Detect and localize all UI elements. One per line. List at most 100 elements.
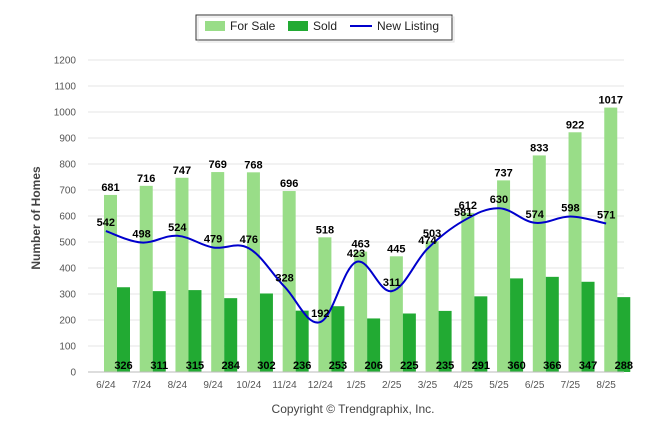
y-tick-label: 1000	[54, 108, 77, 119]
for-sale-data-label: 503	[423, 228, 441, 240]
for-sale-data-label: 716	[137, 173, 155, 185]
sold-data-label: 235	[436, 360, 454, 372]
for-sale-data-label: 833	[530, 142, 548, 154]
x-tick-label: 6/25	[525, 380, 545, 391]
for-sale-data-label: 681	[101, 182, 119, 194]
new-listing-data-label: 479	[204, 233, 222, 245]
sold-data-label: 288	[615, 360, 633, 372]
new-listing-data-label: 581	[454, 207, 472, 219]
sold-bar	[617, 297, 631, 372]
x-tick-label: 11/24	[272, 380, 297, 391]
for-sale-bar	[568, 132, 582, 372]
for-sale-bar	[497, 180, 511, 372]
new-listing-data-label: 574	[525, 209, 544, 221]
new-listing-data-labels: 542 498 524 479 476 328 192 423 311 474 581 630 574 5…	[97, 194, 616, 320]
x-tick-label: 2/25	[382, 380, 402, 391]
new-listing-data-label: 476	[240, 234, 258, 246]
for-sale-bar	[532, 155, 546, 372]
for-sale-bar	[461, 212, 475, 372]
for-sale-data-label: 696	[280, 178, 298, 190]
for-sale-bar	[425, 241, 439, 372]
x-tick-label: 12/24	[308, 380, 333, 391]
sold-bar	[510, 278, 524, 372]
legend-label-for-sale: For Sale	[230, 19, 276, 33]
legend: For Sale Sold New Listing	[195, 14, 455, 43]
x-tick-label: 4/25	[453, 380, 473, 391]
x-tick-label: 5/25	[489, 380, 509, 391]
y-tick-label: 700	[59, 186, 76, 197]
sold-bar	[545, 276, 559, 372]
sold-data-label: 302	[257, 360, 275, 372]
new-listing-data-label: 542	[97, 217, 115, 229]
new-listing-data-label: 598	[561, 203, 579, 215]
for-sale-data-label: 612	[459, 200, 477, 212]
y-tick-label: 1100	[54, 82, 76, 93]
sold-bar	[474, 296, 488, 372]
new-listing-data-label: 311	[383, 277, 401, 289]
sold-bar	[152, 291, 166, 372]
sold-bar	[331, 306, 345, 372]
legend-label-new-listing: New Listing	[377, 19, 439, 33]
sold-data-label: 206	[364, 360, 382, 372]
sold-data-label: 253	[329, 360, 347, 372]
sold-bar	[438, 310, 452, 372]
for-sale-data-label: 769	[209, 159, 227, 171]
sold-data-label: 326	[114, 360, 132, 372]
y-tick-label: 1200	[54, 56, 77, 67]
sold-data-label: 360	[507, 360, 525, 372]
for-sale-data-label: 747	[173, 165, 191, 177]
for-sale-bars	[104, 107, 618, 372]
x-tick-label: 10/24	[236, 380, 261, 391]
x-tick-label: 1/25	[346, 380, 366, 391]
sold-data-label: 347	[579, 360, 597, 372]
for-sale-data-label: 737	[494, 167, 512, 179]
legend-swatch-for-sale	[205, 21, 225, 31]
y-tick-label: 900	[59, 134, 76, 145]
for-sale-bar	[211, 172, 225, 372]
x-tick-label: 8/25	[596, 380, 616, 391]
x-tick-label: 8/24	[168, 380, 188, 391]
new-listing-data-label: 498	[132, 229, 150, 241]
for-sale-bar	[389, 256, 403, 372]
sold-bar	[188, 290, 202, 372]
sold-data-label: 291	[472, 360, 490, 372]
y-axis-label: Number of Homes	[29, 166, 43, 270]
sold-data-label: 366	[543, 360, 561, 372]
new-listing-data-label: 524	[168, 222, 187, 234]
x-tick-label: 7/24	[132, 380, 152, 391]
new-listing-data-label: 328	[275, 273, 293, 285]
y-tick-label: 300	[59, 290, 76, 301]
new-listing-data-label: 571	[597, 210, 615, 222]
new-listing-data-label: 192	[311, 308, 329, 320]
copyright-credit: Copyright © Trendgraphix, Inc.	[272, 402, 435, 416]
y-tick-label: 600	[59, 212, 76, 223]
sold-data-label: 311	[150, 360, 168, 372]
for-sale-data-label: 518	[316, 224, 334, 236]
sold-bar	[224, 298, 238, 372]
y-tick-label: 200	[59, 316, 76, 327]
sold-bar	[367, 318, 381, 372]
for-sale-bar	[282, 191, 296, 372]
sold-data-label: 315	[186, 360, 204, 372]
sold-data-label: 236	[293, 360, 311, 372]
sold-data-label: 225	[400, 360, 418, 372]
new-listing-line	[105, 207, 607, 324]
y-tick-label: 400	[59, 264, 76, 275]
y-tick-label: 800	[59, 160, 76, 171]
x-tick-label: 7/25	[561, 380, 581, 391]
sold-data-labels: 326 311 315 284 302 236 253 206 225 235 291 360 366 3…	[114, 360, 633, 372]
x-tick-label: 9/24	[203, 380, 223, 391]
sold-bar	[402, 313, 416, 372]
x-tick-label: 6/24	[96, 380, 116, 391]
for-sale-bar	[604, 107, 618, 372]
legend-label-sold: Sold	[313, 19, 337, 33]
for-sale-data-label: 922	[566, 119, 584, 131]
for-sale-data-labels: 681 716 747 769 768 696 518 463 445 503 612 737 833 9…	[101, 95, 623, 256]
sold-bar	[259, 293, 273, 372]
for-sale-bar	[354, 251, 368, 372]
for-sale-bar	[139, 185, 153, 372]
sold-bars	[117, 276, 631, 372]
for-sale-data-label: 463	[351, 239, 369, 251]
for-sale-data-label: 1017	[599, 95, 623, 107]
